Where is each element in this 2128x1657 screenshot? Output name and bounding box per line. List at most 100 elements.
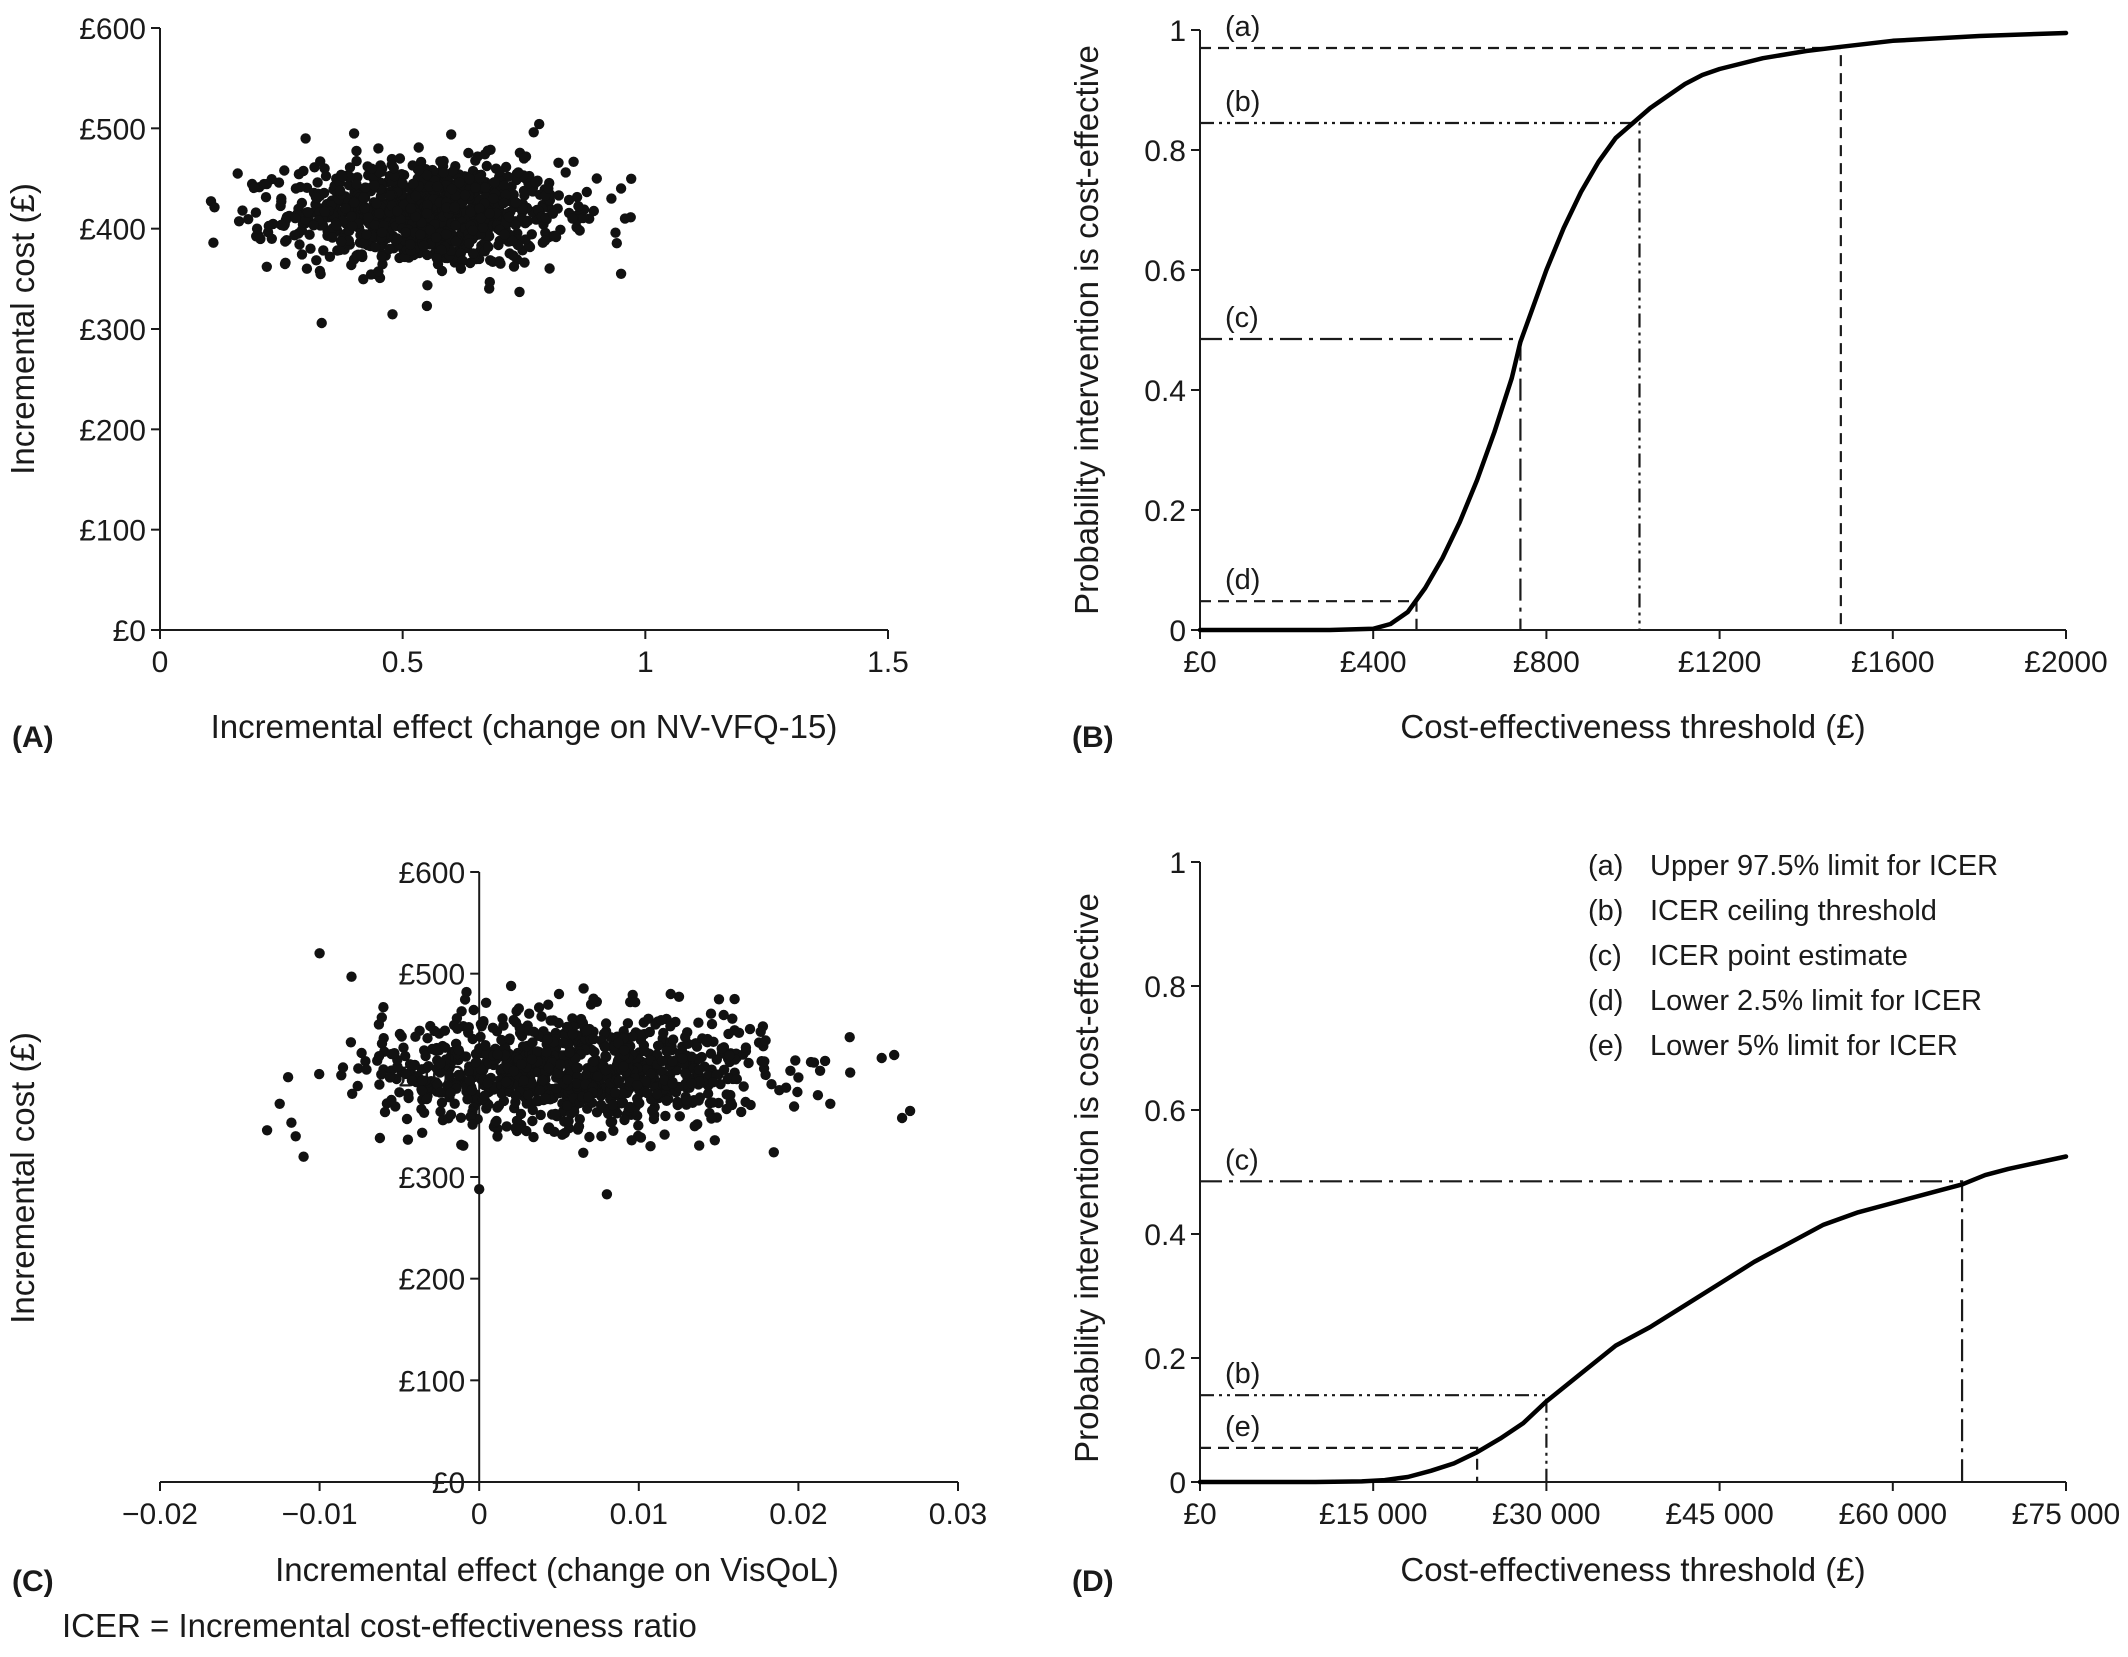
scatter-point [479,1090,490,1101]
scatter-point [396,1031,407,1042]
scatter-point [723,1028,734,1040]
scatter-point [718,1009,729,1021]
scatter-point [540,227,551,238]
scatter-point [539,235,551,246]
scatter-point [661,1095,672,1107]
scatter-point [389,170,400,182]
scatter-point [701,1036,712,1047]
scatter-point [376,251,387,262]
x-tick-label: 0.01 [610,1498,668,1531]
scatter-point [588,1033,599,1045]
scatter-point [280,236,291,247]
scatter-point [601,1189,613,1200]
scatter-point [497,1013,508,1024]
scatter-point [318,187,330,199]
scatter-point [314,1068,325,1080]
scatter-point [356,250,367,261]
scatter-point [359,203,370,214]
scatter-point [417,1075,428,1086]
y-tick-label: £100 [398,1365,465,1398]
scatter-point [320,170,332,182]
y-tick-label: 0.6 [1144,255,1186,288]
scatter-point [484,208,495,219]
scatter-point [410,1031,421,1042]
scatter-point [440,1042,451,1053]
scatter-point [531,1095,542,1107]
scatter-point [431,181,443,192]
scatter-point [500,1076,512,1088]
scatter-point [260,192,272,203]
scatter-point [343,235,354,246]
scatter-point [478,1017,489,1028]
scatter-point [508,1014,519,1026]
scatter-point [581,186,592,198]
scatter-point [308,220,319,231]
scatter-point [499,229,510,240]
scatter-point [631,1080,643,1091]
scatter-point [545,1015,556,1026]
scatter-point [418,1107,430,1119]
panel-label: (A) [12,721,54,754]
scatter-point [436,265,448,277]
scatter-point [510,197,521,208]
scatter-point [618,1061,629,1072]
x-tick-label: £2000 [2024,646,2107,679]
scatter-point [374,1079,385,1090]
scatter-point [743,1057,754,1069]
scatter-point [819,1055,831,1067]
scatter-point [453,1045,464,1056]
legend-text: Lower 5% limit for ICER [1650,1030,1958,1062]
panel-label: (D) [1072,1565,1114,1598]
scatter-point [494,256,505,267]
scatter-point [630,997,641,1008]
scatter-point [825,1098,836,1110]
scatter-point [575,1013,587,1025]
panel-a-scatter: 0 0.5 1 1.5 £0 £100 £200 £300 £400 £500 £600 Increm… [4,13,909,754]
scatter-point [578,212,589,224]
scatter-point [533,1002,545,1013]
scatter-point [409,1059,420,1071]
scatter-point [567,1028,578,1040]
x-tick-label: £1600 [1851,646,1934,679]
scatter-point [351,178,362,190]
scatter-point [418,240,429,252]
scatter-point [792,1086,803,1098]
scatter-point [352,1080,363,1092]
scatter-point [606,193,617,204]
scatter-point [642,1087,653,1099]
scatter-point [716,1043,727,1054]
scatter-point [261,1125,273,1136]
scatter-point [518,153,530,164]
scatter-point [896,1112,908,1124]
y-tick-label: £0 [432,1467,465,1500]
scatter-point [436,1097,448,1109]
scatter-point [613,1037,624,1049]
scatter-point [353,1063,364,1074]
scatter-point [713,994,725,1005]
scatter-point [559,1127,570,1139]
panel-label: (B) [1072,721,1114,754]
scatter-point [300,133,311,144]
scatter-point [421,1093,432,1105]
scatter-point [721,1089,732,1100]
scatter-point [463,238,475,249]
scatter-point [613,1075,625,1086]
scatter-point [615,183,627,194]
x-tick-label: 0.02 [769,1498,827,1531]
scatter-point [470,1057,481,1068]
scatter-point [310,192,322,203]
scatter-point [707,1077,719,1088]
legend-key: (e) [1588,1030,1623,1062]
scatter-point [661,1045,672,1057]
scatter-point [563,1115,574,1127]
scatter-point [379,1106,391,1118]
scatter-point [345,1037,357,1048]
scatter-point [484,276,495,288]
scatter-point [492,1049,503,1060]
scatter-point [543,183,554,194]
scatter-point [507,235,518,247]
scatter-point [360,182,371,193]
footnote: ICER = Incremental cost-effectiveness ra… [62,1607,697,1644]
scatter-point [402,1134,414,1145]
scatter-point [904,1105,916,1117]
